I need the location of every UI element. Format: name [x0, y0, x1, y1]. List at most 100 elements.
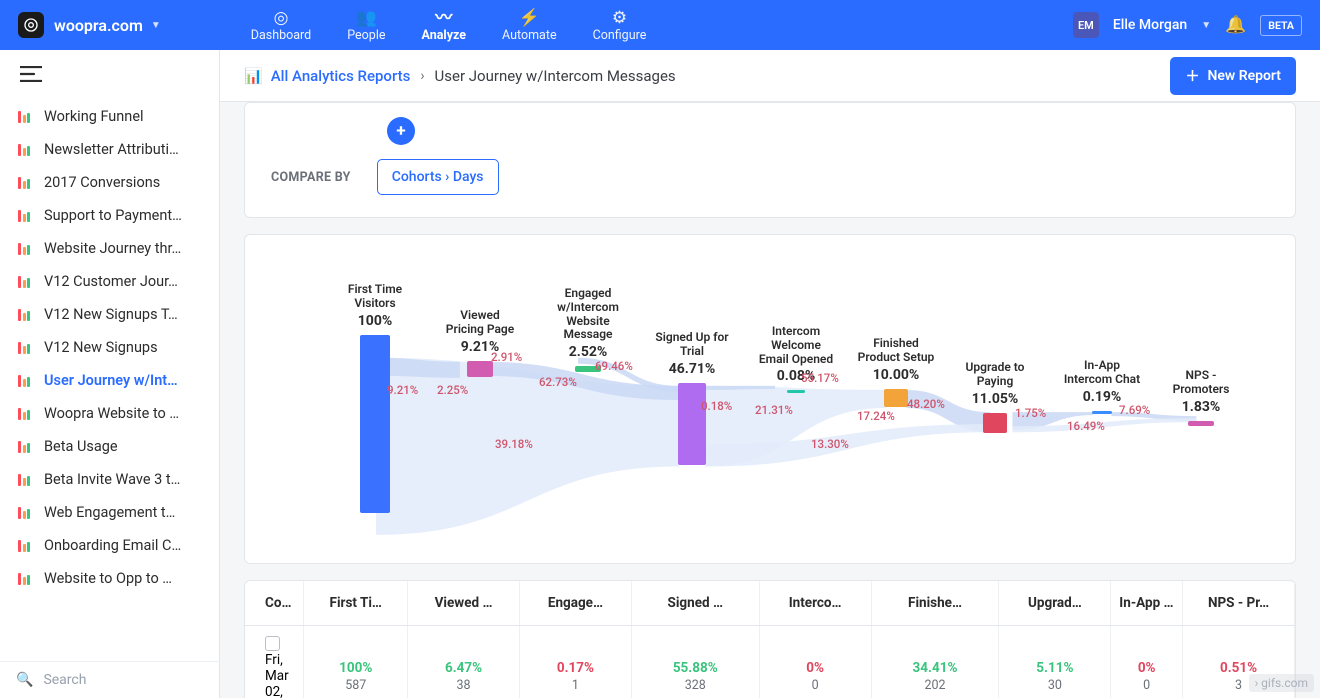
compare-select[interactable]: Cohorts › Days: [377, 159, 499, 195]
sidebar-item-label: V12 Customer Jour…: [44, 273, 178, 290]
table-col-header[interactable]: First Ti…: [304, 581, 408, 626]
cell-pct: 55.88%: [640, 660, 751, 676]
cell-count: 1: [528, 678, 623, 693]
cell-count: 0: [1119, 678, 1174, 693]
node-bar: [467, 361, 493, 377]
flow-label: 9.21%: [387, 383, 418, 397]
sankey-node[interactable]: ViewedPricing Page9.21%: [430, 309, 530, 377]
nav-dashboard[interactable]: ◎Dashboard: [251, 8, 311, 43]
sidebar-item[interactable]: Working Funnel: [0, 100, 219, 133]
sidebar-item[interactable]: V12 Customer Jour…: [0, 265, 219, 298]
sidebar-item-label: Beta Invite Wave 3 t…: [44, 471, 180, 488]
row-checkbox[interactable]: [265, 636, 280, 651]
table-cell: 5.11%30: [999, 626, 1111, 698]
table-col-header[interactable]: Interco…: [759, 581, 871, 626]
cell-count: 38: [416, 678, 511, 693]
sidebar-item[interactable]: Website Journey thr…: [0, 232, 219, 265]
table-col-header[interactable]: Viewed …: [408, 581, 520, 626]
automate-icon: ⚡: [519, 8, 540, 28]
report-icon: [18, 507, 34, 519]
chevron-down-icon[interactable]: ▼: [151, 20, 161, 31]
sidebar-item-label: Onboarding Email C…: [44, 537, 181, 554]
node-bar: [678, 383, 706, 465]
report-icon: [18, 408, 34, 420]
sidebar-item[interactable]: V12 New Signups: [0, 331, 219, 364]
avatar[interactable]: EM: [1073, 12, 1099, 38]
configure-icon: ⚙: [612, 8, 627, 28]
node-title: In-AppIntercom Chat: [1047, 359, 1157, 387]
nav-automate[interactable]: ⚡Automate: [502, 8, 557, 43]
cell-pct: 0%: [1119, 660, 1174, 676]
table-col-header[interactable]: NPS - Pr…: [1183, 581, 1295, 626]
sidebar-item[interactable]: Woopra Website to …: [0, 397, 219, 430]
breadcrumb-link[interactable]: All Analytics Reports: [271, 67, 411, 85]
report-icon: [18, 144, 34, 156]
nav-label: People: [347, 28, 385, 43]
search-placeholder: Search: [43, 672, 86, 688]
sankey-node[interactable]: Signed Up forTrial46.71%: [637, 331, 747, 465]
sidebar-item-label: Woopra Website to …: [44, 405, 179, 422]
sidebar-item-label: 2017 Conversions: [44, 174, 160, 191]
people-icon: 👥: [356, 8, 377, 28]
sankey-node[interactable]: Upgrade toPaying11.05%: [945, 361, 1045, 433]
new-report-button[interactable]: ＋ New Report: [1170, 57, 1296, 95]
report-icon: [18, 540, 34, 552]
flow-label: 48.20%: [907, 397, 945, 411]
hamburger-icon[interactable]: [0, 50, 219, 94]
table-col-header[interactable]: In-App I…: [1111, 581, 1183, 626]
flow-label: 69.46%: [595, 359, 633, 373]
cell-pct: 5.11%: [1007, 660, 1102, 676]
sidebar-item[interactable]: Beta Invite Wave 3 t…: [0, 463, 219, 496]
user-chevron-icon[interactable]: ▼: [1201, 20, 1211, 31]
nav-configure[interactable]: ⚙Configure: [593, 8, 647, 43]
report-icon: [18, 474, 34, 486]
sankey-node[interactable]: NPS -Promoters1.83%: [1151, 369, 1251, 426]
report-icon: [18, 243, 34, 255]
cohort-table-card: Cohorts > DaysFirst Ti…Viewed …Engage…Si…: [244, 580, 1296, 698]
flow-label: 7.69%: [1119, 403, 1150, 417]
bell-icon[interactable]: 🔔: [1225, 15, 1246, 35]
sidebar-item[interactable]: Website to Opp to …: [0, 562, 219, 595]
row-label: Fri, Mar 02, 2018: [265, 652, 295, 698]
table-col-header[interactable]: Signed …: [631, 581, 759, 626]
nav-items: ◎Dashboard 👥People 〰Analyze ⚡Automate ⚙Confi…: [251, 8, 647, 43]
flow-label: 21.31%: [755, 403, 793, 417]
node-pct: 10.00%: [841, 367, 951, 383]
user-name[interactable]: Elle Morgan: [1113, 17, 1187, 33]
node-bar: [787, 390, 805, 393]
node-bar: [983, 413, 1007, 433]
sidebar-item[interactable]: Beta Usage: [0, 430, 219, 463]
sidebar-item[interactable]: 2017 Conversions: [0, 166, 219, 199]
sidebar-item[interactable]: V12 New Signups T…: [0, 298, 219, 331]
table-col-header[interactable]: Finishe…: [871, 581, 999, 626]
nav-people[interactable]: 👥People: [347, 8, 385, 43]
table-col-header[interactable]: Engage…: [519, 581, 631, 626]
nav-analyze[interactable]: 〰Analyze: [422, 8, 467, 43]
breadcrumb-sep-icon: ›: [420, 68, 424, 84]
sidebar-item[interactable]: User Journey w/Int…: [0, 364, 219, 397]
add-comparison-button[interactable]: +: [387, 117, 415, 145]
table-cell: 6.47%38: [408, 626, 520, 698]
flow-label: 16.49%: [1067, 419, 1105, 433]
search-row[interactable]: 🔍 Search: [0, 661, 219, 698]
sankey-wrap: First TimeVisitors100%ViewedPricing Page…: [275, 253, 1265, 545]
cell-count: 587: [312, 678, 399, 693]
sidebar-item-label: User Journey w/Int…: [44, 372, 178, 389]
report-icon: [18, 111, 34, 123]
node-title: First TimeVisitors: [330, 283, 420, 311]
flow-label: 0.18%: [701, 399, 732, 413]
table-col-header[interactable]: Cohorts > Days: [245, 581, 304, 626]
row-label-cell[interactable]: Fri, Mar 02, 2018: [245, 626, 304, 698]
table-cell: 100%587: [304, 626, 408, 698]
sidebar-item[interactable]: Newsletter Attributi…: [0, 133, 219, 166]
sidebar-item-label: Web Engagement t…: [44, 504, 175, 521]
table-col-header[interactable]: Upgrad…: [999, 581, 1111, 626]
sidebar-item[interactable]: Web Engagement t…: [0, 496, 219, 529]
domain-name[interactable]: woopra.com: [54, 16, 143, 35]
sidebar-item[interactable]: Onboarding Email C…: [0, 529, 219, 562]
sidebar-item[interactable]: Support to Payment…: [0, 199, 219, 232]
sankey-node[interactable]: First TimeVisitors100%: [330, 283, 420, 513]
sidebar-item-label: Newsletter Attributi…: [44, 141, 179, 158]
sidebar-item-label: V12 New Signups: [44, 339, 158, 356]
main: 📊 All Analytics Reports › User Journey w…: [220, 50, 1320, 698]
